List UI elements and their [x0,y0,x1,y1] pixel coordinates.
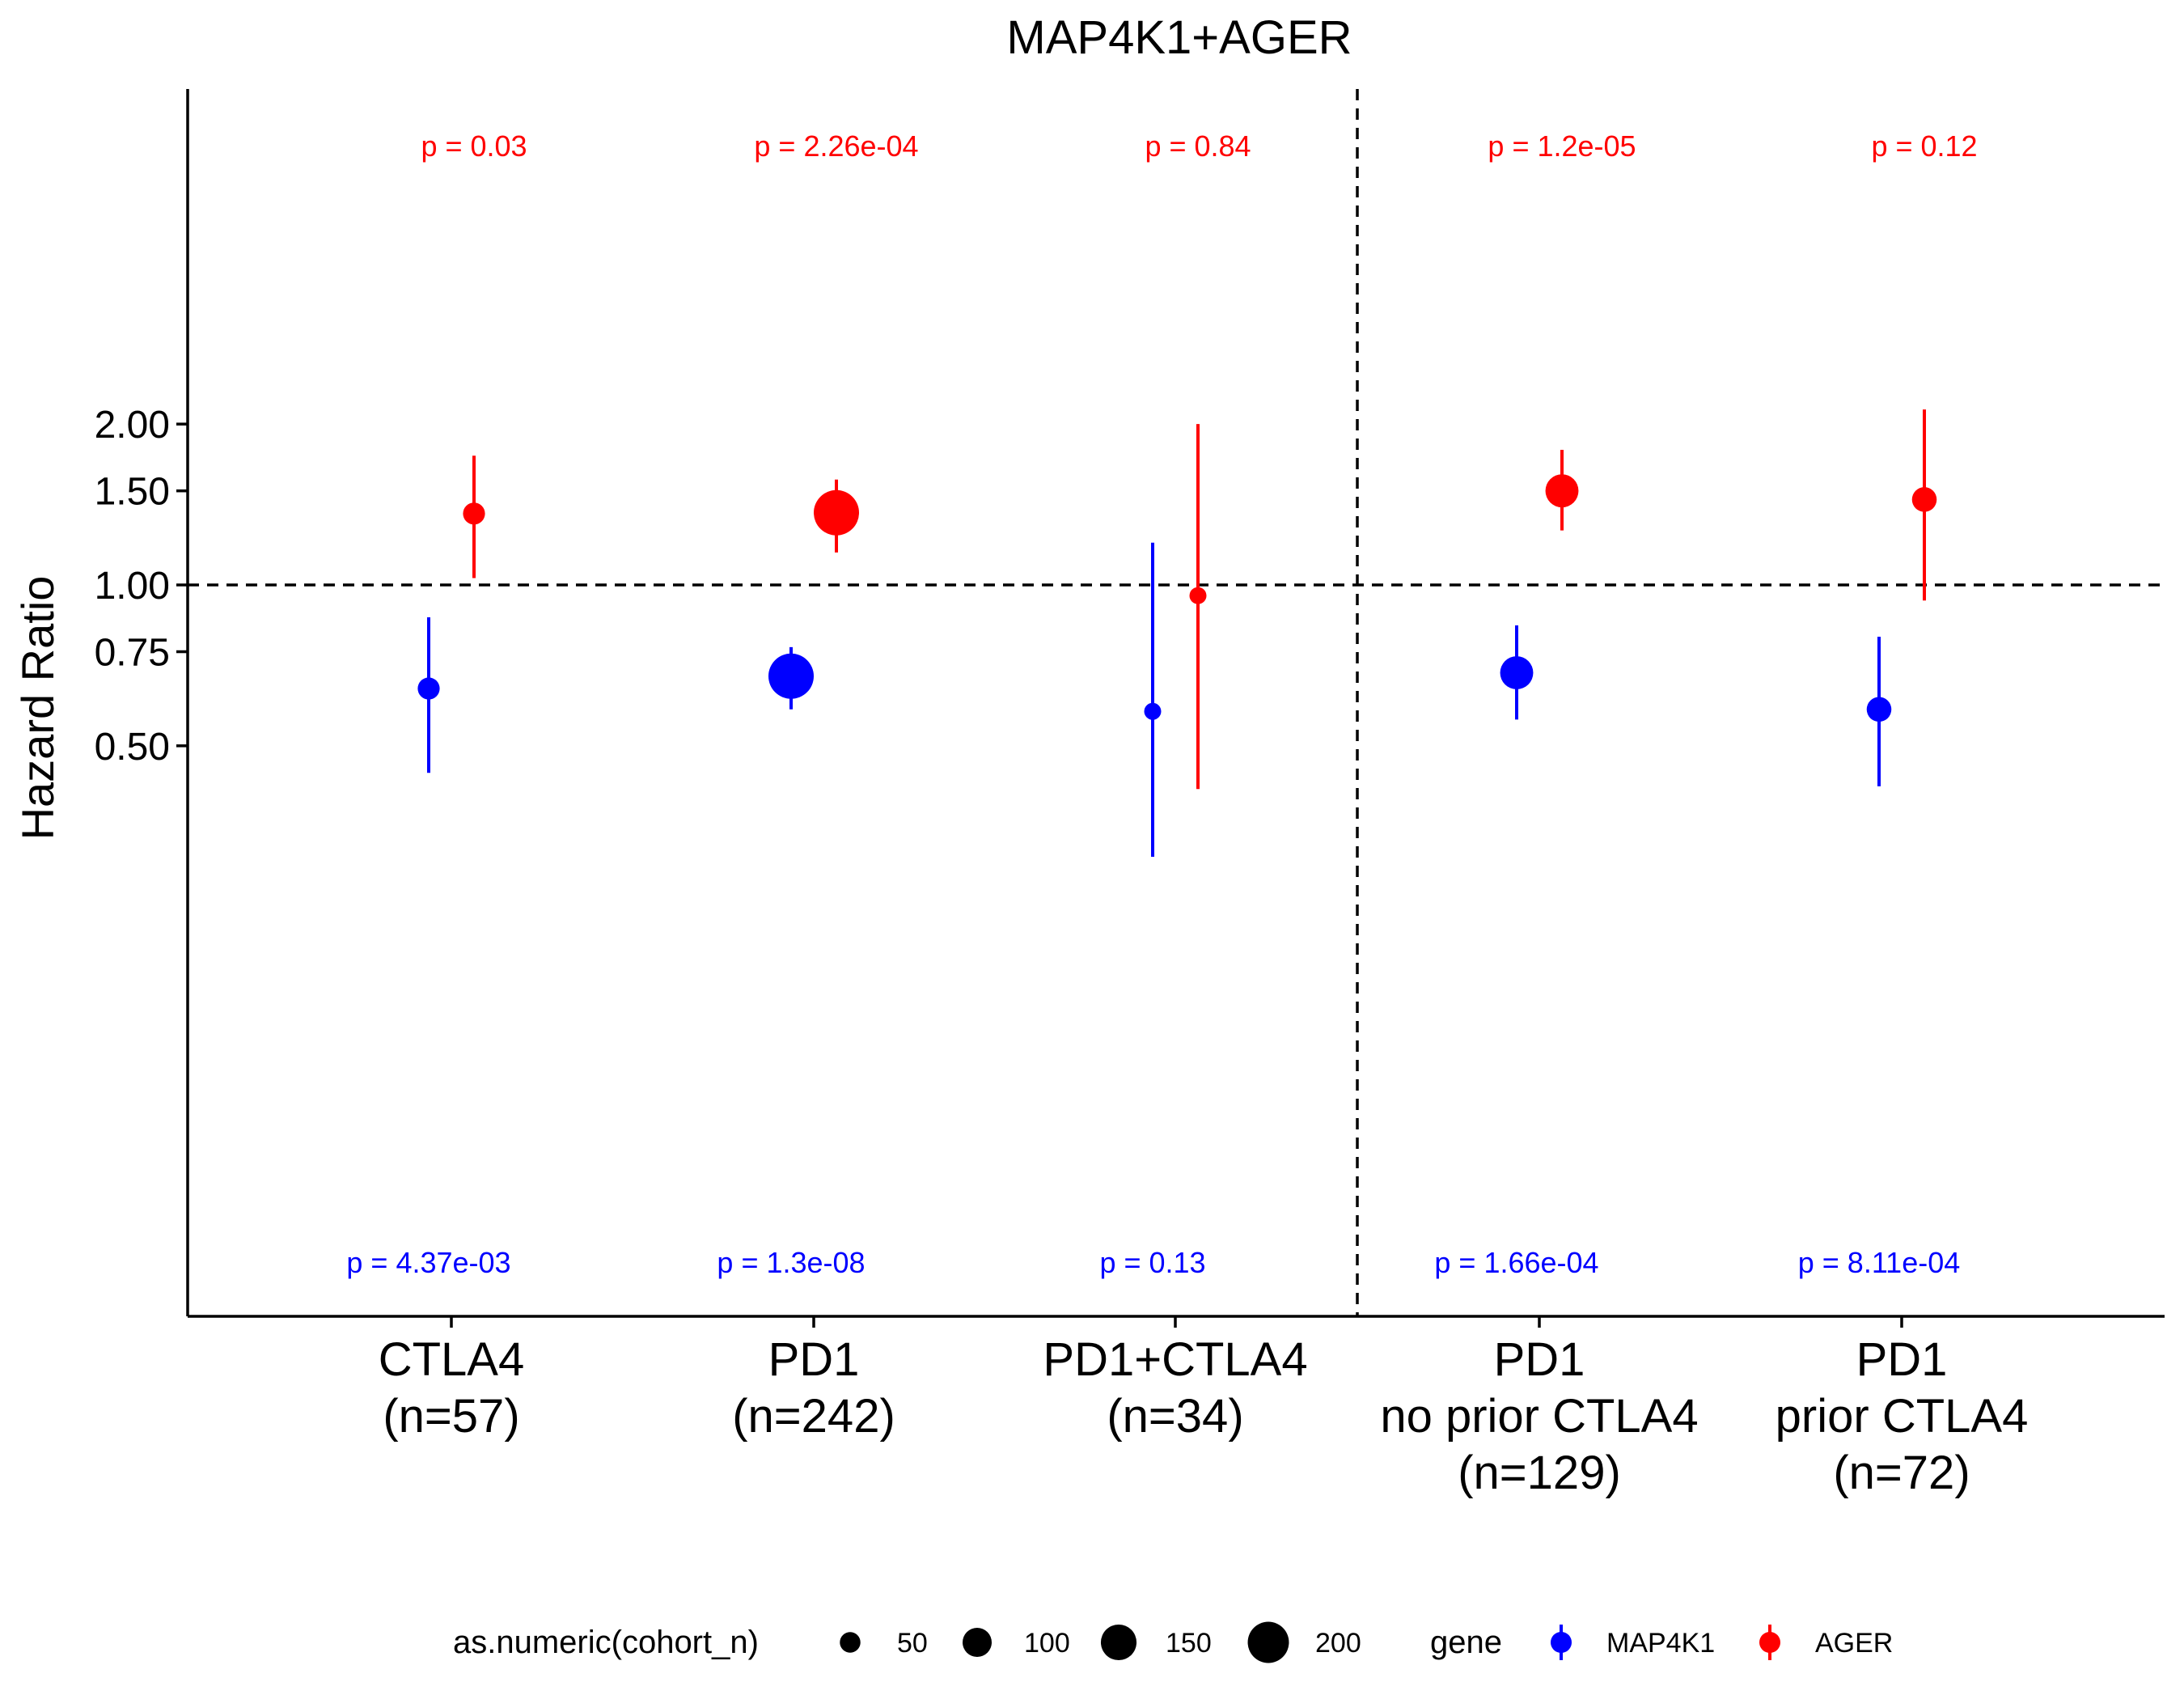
legend-color-title: gene [1430,1625,1502,1660]
legend-size-title: as.numeric(cohort_n) [453,1625,759,1660]
ager-p-value: p = 0.84 [1145,129,1251,163]
legend-size-key [1247,1621,1289,1663]
y-tick-label: 0.50 [95,726,170,769]
map4k1-point [1500,656,1534,689]
ager-p-value: p = 0.12 [1871,129,1977,163]
legend-size-key [840,1632,861,1653]
map4k1-point [768,653,814,699]
map4k1-p-value: p = 8.11e-04 [1798,1246,1961,1279]
x-tick-label-line: no prior CTLA4 [1380,1390,1698,1443]
map4k1-p-value: p = 4.37e-03 [346,1246,510,1279]
map4k1-point [417,677,440,700]
x-tick-label: CTLA4 (n=57) [379,1333,525,1443]
y-axis-label: Hazard Ratio [12,576,63,841]
y-tick-label: 0.75 [95,632,170,675]
ager-point [1189,587,1207,604]
x-tick-label: PD1 no prior CTLA4 (n=129) [1380,1333,1698,1499]
x-tick-label-line: (n=72) [1833,1447,1970,1499]
ager-p-value: p = 2.26e-04 [754,129,918,163]
legend-size-label: 100 [1024,1628,1070,1659]
ager-point [463,502,485,525]
ager-p-value: p = 1.2e-05 [1488,129,1636,163]
x-tick-label-line: (n=242) [732,1390,895,1443]
legend: as.numeric(cohort_n) 50 100 150 200 gene MAP4K… [453,1621,1893,1663]
x-tick-label-line: PD1 [768,1333,860,1386]
map4k1-p-value: p = 1.3e-08 [717,1246,865,1279]
y-tick-label: 1.50 [95,471,170,514]
x-tick-label-line: (n=57) [383,1390,519,1443]
x-tick-label-line: (n=129) [1458,1447,1621,1499]
x-tick-label-line: CTLA4 [379,1333,525,1386]
x-tick-label: PD1 prior CTLA4 (n=72) [1776,1333,2029,1499]
ager-point [814,489,859,536]
legend-size-label: 150 [1166,1628,1212,1659]
map4k1-point [1144,702,1162,720]
legend-ager-key-point [1759,1632,1780,1653]
map4k1-point [1866,697,1892,722]
map4k1-p-value: p = 1.66e-04 [1434,1246,1598,1279]
x-tick-label-line: prior CTLA4 [1776,1390,2029,1443]
x-tick-label-line: PD1 [1494,1333,1585,1386]
chart-title: MAP4K1+AGER [1006,11,1352,64]
ager-p-value: p = 0.03 [421,129,527,163]
ager-point [1911,487,1937,512]
x-tick-label-line: PD1 [1856,1333,1948,1386]
ager-point [1545,474,1579,508]
legend-ager-label: AGER [1815,1628,1893,1659]
y-tick-label: 1.00 [95,565,170,608]
x-tick-label: PD1 (n=242) [732,1333,895,1443]
x-tick-label-line: (n=34) [1107,1390,1243,1443]
y-tick-label: 2.00 [95,404,170,447]
x-tick-label-line: PD1+CTLA4 [1043,1333,1307,1386]
x-tick-label: PD1+CTLA4 (n=34) [1043,1333,1307,1443]
legend-map4k1-key-point [1551,1632,1572,1653]
legend-size-key [963,1628,992,1657]
map4k1-p-value: p = 0.13 [1099,1246,1205,1279]
legend-size-label: 50 [897,1628,928,1659]
legend-size-label: 200 [1315,1628,1361,1659]
legend-map4k1-label: MAP4K1 [1606,1628,1715,1659]
legend-size-key [1100,1624,1137,1661]
